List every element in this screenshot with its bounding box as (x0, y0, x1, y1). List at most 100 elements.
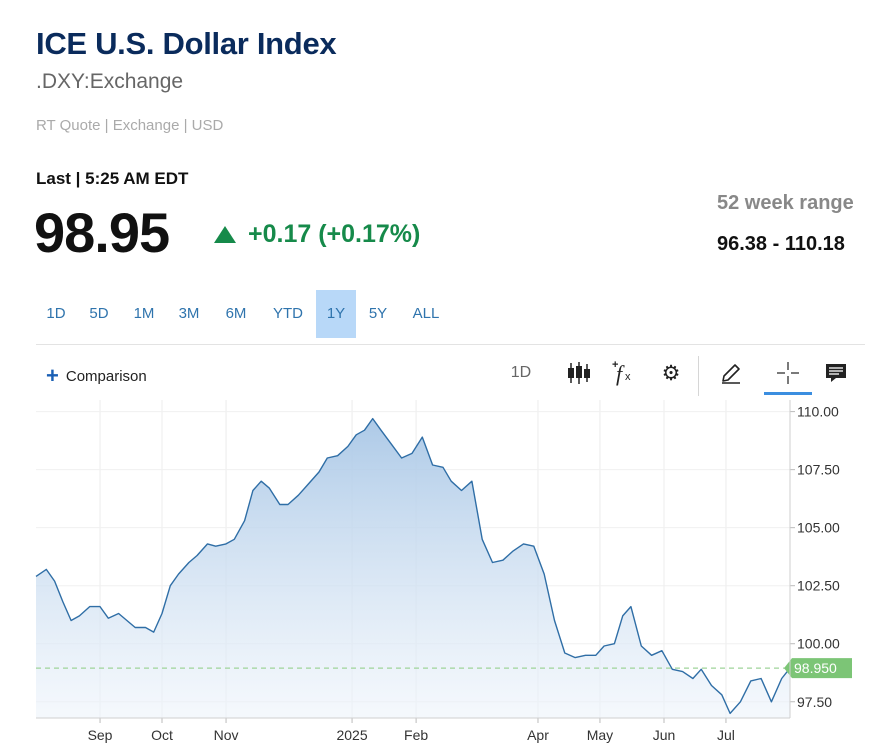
data-point (501, 559, 504, 562)
x-tick-label: Jun (653, 727, 676, 743)
data-point (629, 605, 632, 608)
price-chart[interactable]: 110.00 107.50 105.00 102.50 100.00 97.50 Sep O… (0, 396, 885, 752)
tab-all[interactable]: ALL (412, 305, 440, 322)
data-point (70, 619, 73, 622)
data-point (594, 654, 597, 657)
ticker-symbol: .DXY:Exchange (36, 70, 184, 93)
y-tick-label: 100.00 (797, 636, 840, 652)
price-area-fill (36, 418, 790, 718)
page-title: ICE U.S. Dollar Index (36, 26, 337, 61)
price-line (35, 417, 791, 715)
data-point (603, 644, 606, 647)
data-point (512, 549, 515, 552)
data-point (326, 456, 329, 459)
data-point (522, 542, 525, 545)
data-point (691, 677, 694, 680)
data-point (681, 670, 684, 673)
data-point (177, 573, 180, 576)
data-point (187, 561, 190, 564)
tab-3m[interactable]: 3M (178, 305, 200, 322)
pencil-icon (722, 364, 740, 384)
data-point (34, 575, 37, 578)
data-point (346, 445, 349, 448)
crosshair-button[interactable] (773, 360, 803, 386)
data-point (45, 568, 48, 571)
data-point (268, 487, 271, 490)
data-point (650, 654, 653, 657)
divider (36, 344, 865, 345)
data-point (160, 612, 163, 615)
data-point (196, 554, 199, 557)
data-point (563, 651, 566, 654)
x-tick-label: Oct (151, 727, 173, 743)
data-point (243, 519, 246, 522)
price-change: +0.17 (+0.17%) (214, 220, 420, 249)
data-point (780, 677, 783, 680)
data-point (107, 617, 110, 620)
data-point (421, 436, 424, 439)
range-label: 52 week range (717, 192, 854, 214)
data-point (214, 545, 217, 548)
tab-ytd[interactable]: YTD (273, 305, 303, 322)
data-point (317, 470, 320, 473)
data-point (450, 480, 453, 483)
data-point (297, 494, 300, 497)
interval-selector[interactable]: 1D (510, 364, 532, 381)
last-price-tag-label: 98.950 (794, 660, 837, 676)
price-change-value: +0.17 (+0.17%) (248, 220, 421, 248)
function-icon: f x + (612, 359, 631, 386)
tab-5d[interactable]: 5D (89, 305, 109, 322)
data-point (660, 649, 663, 652)
data-point (729, 712, 732, 715)
x-tick-label: Nov (214, 727, 239, 743)
settings-button[interactable]: ⚙ (657, 360, 685, 386)
data-point (206, 542, 209, 545)
gear-icon: ⚙ (661, 361, 681, 385)
x-axis-ticks: Sep Oct Nov 2025 Feb Apr May Jun Jul (88, 718, 735, 743)
y-tick-label: 110.00 (797, 404, 839, 420)
plus-icon: + (46, 363, 59, 388)
data-point (491, 561, 494, 564)
y-tick-label: 105.00 (797, 520, 840, 536)
data-point (621, 614, 624, 617)
annotation-button[interactable] (822, 360, 850, 386)
data-point (710, 684, 713, 687)
data-point (278, 503, 281, 506)
data-point (61, 600, 64, 603)
data-point (224, 542, 227, 545)
data-point (700, 668, 703, 671)
data-point (553, 619, 556, 622)
data-point (390, 443, 393, 446)
data-point (371, 417, 374, 420)
studies-button[interactable]: f x + (609, 359, 639, 386)
x-tick-label: 2025 (336, 727, 367, 743)
data-point (152, 631, 155, 634)
data-point (720, 693, 723, 696)
x-tick-label: Apr (527, 727, 549, 743)
data-point (760, 677, 763, 680)
x-tick-label: Jul (717, 727, 735, 743)
data-point (532, 545, 535, 548)
tab-1d[interactable]: 1D (46, 305, 66, 322)
data-point (169, 584, 172, 587)
data-point (53, 580, 56, 583)
data-point (125, 619, 128, 622)
comparison-button[interactable]: + Comparison (46, 363, 147, 388)
data-point (543, 573, 546, 576)
data-point (481, 538, 484, 541)
tab-1y[interactable]: 1Y (316, 290, 356, 338)
data-point (144, 626, 147, 629)
tab-5y[interactable]: 5Y (368, 305, 388, 322)
y-tick-label: 102.50 (797, 578, 840, 594)
data-point (400, 456, 403, 459)
svg-text:x: x (625, 371, 631, 383)
draw-button[interactable] (716, 360, 746, 386)
data-point (410, 452, 413, 455)
tab-1m[interactable]: 1M (133, 305, 155, 322)
data-point (584, 654, 587, 657)
data-point (749, 679, 752, 682)
tab-6m[interactable]: 6M (225, 305, 247, 322)
data-point (470, 480, 473, 483)
candlestick-button[interactable] (564, 360, 594, 386)
last-price-tag: 98.950 (784, 658, 852, 679)
